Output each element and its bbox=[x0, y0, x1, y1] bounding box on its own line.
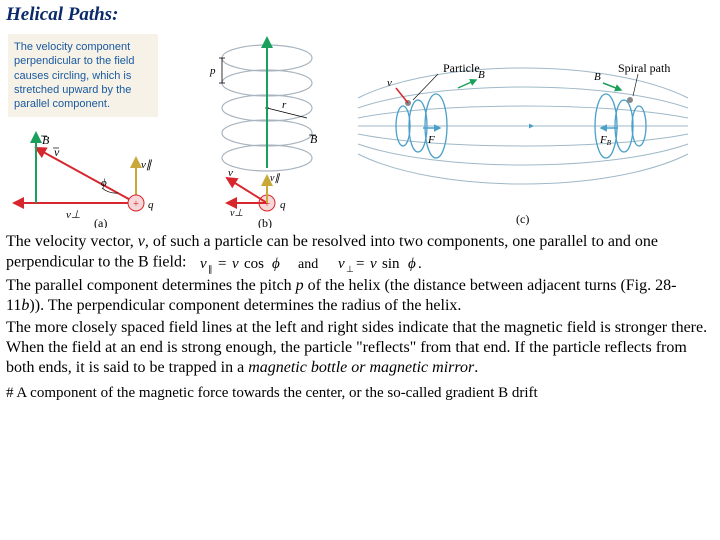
label-vperp: v⊥ bbox=[66, 209, 80, 221]
label-vpar-b: v∥ bbox=[270, 173, 280, 184]
label-v: v bbox=[54, 145, 60, 159]
svg-text:.: . bbox=[418, 256, 422, 272]
caption-b: (b) bbox=[258, 216, 272, 228]
label-v-b: v bbox=[228, 167, 233, 179]
label-vperp-b: v⊥ bbox=[230, 208, 243, 219]
svg-text:⊥: ⊥ bbox=[346, 264, 354, 274]
label-B: B bbox=[42, 133, 50, 147]
label-q-b: q bbox=[280, 199, 286, 211]
note-box: The velocity component perpendicular to … bbox=[8, 34, 158, 117]
label-FB: FB bbox=[599, 134, 612, 147]
label-p: p bbox=[209, 65, 216, 77]
svg-text:ϕ: ϕ bbox=[408, 256, 416, 272]
label-spiral: Spiral path bbox=[618, 61, 670, 75]
label-F: F bbox=[427, 134, 435, 146]
svg-text:v: v bbox=[232, 256, 239, 272]
page-title: Helical Paths: bbox=[6, 4, 714, 26]
label-v-c: v bbox=[387, 77, 392, 89]
figure-c: Particle Spiral path B B v F FB (c) bbox=[348, 28, 698, 228]
figure-b: p r B + v v∥ v⊥ q (b) bbox=[192, 28, 342, 228]
svg-text:sin: sin bbox=[382, 256, 400, 272]
label-particle: Particle bbox=[443, 61, 480, 75]
label-phi: ϕ bbox=[101, 177, 107, 189]
svg-text:v: v bbox=[370, 256, 377, 272]
svg-text:ϕ: ϕ bbox=[272, 256, 280, 272]
body-text: The velocity vector, v, of such a partic… bbox=[6, 232, 714, 403]
svg-text:=: = bbox=[218, 256, 226, 272]
figure-b-svg: p r B + v v∥ v⊥ q (b) bbox=[192, 28, 342, 228]
svg-text:cos: cos bbox=[244, 256, 264, 272]
label-q: q bbox=[148, 199, 154, 211]
caption-c: (c) bbox=[516, 212, 529, 226]
paragraph-2: The parallel component determines the pi… bbox=[6, 276, 714, 316]
figure-a: The velocity component perpendicular to … bbox=[6, 28, 186, 228]
label-vpar: v∥ bbox=[141, 159, 153, 171]
figure-row: The velocity component perpendicular to … bbox=[6, 28, 714, 228]
svg-text:=: = bbox=[356, 256, 364, 272]
paragraph-1: The velocity vector, v, of such a partic… bbox=[6, 232, 714, 274]
label-B-b: B bbox=[310, 132, 318, 146]
figure-c-svg: Particle Spiral path B B v F FB (c) bbox=[348, 28, 698, 228]
label-B-c1: B bbox=[478, 69, 485, 81]
svg-text:and: and bbox=[298, 257, 318, 272]
hash-note: # A component of the magnetic force towa… bbox=[6, 384, 714, 403]
svg-text:v: v bbox=[200, 256, 207, 272]
svg-text:v: v bbox=[338, 256, 345, 272]
label-B-c2: B bbox=[594, 71, 601, 83]
paragraph-3: The more closely spaced field lines at t… bbox=[6, 318, 714, 378]
svg-text:∥: ∥ bbox=[208, 264, 213, 274]
equation-inline: v ∥ = v cos ϕ and v ⊥ = v sin ϕ . bbox=[198, 252, 458, 274]
caption-a: (a) bbox=[94, 216, 107, 228]
label-r: r bbox=[282, 99, 287, 111]
plus-icon: + bbox=[133, 198, 139, 210]
